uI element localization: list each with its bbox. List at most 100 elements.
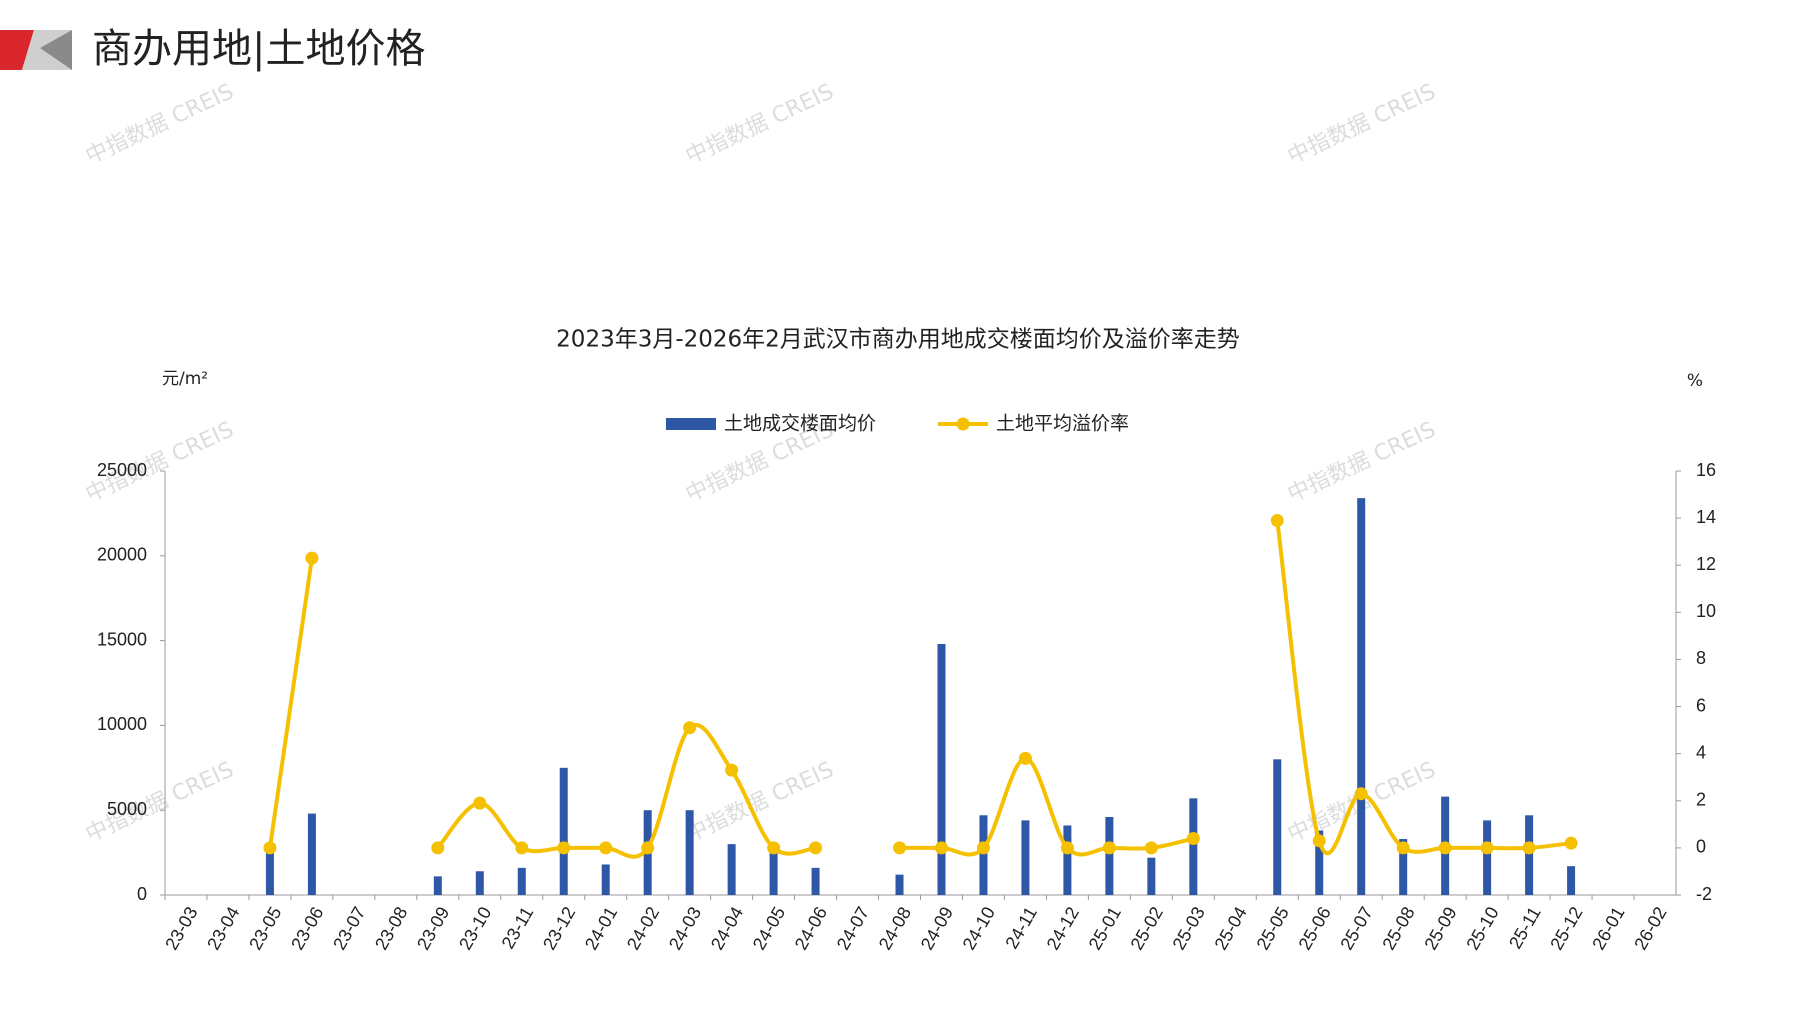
x-tick-label: 26-02: [1630, 903, 1670, 953]
bar: [769, 847, 778, 895]
x-tick-label: 25-12: [1546, 903, 1586, 953]
line-point: [1438, 841, 1452, 855]
legend-swatch: [666, 418, 716, 430]
header-mark: [40, 30, 72, 70]
bar: [475, 871, 484, 895]
bar: [1315, 830, 1324, 895]
y-tick-label: 10000: [97, 714, 147, 734]
x-tick-label: 24-04: [707, 903, 747, 953]
y-tick-label: 0: [137, 884, 147, 904]
line-point: [683, 721, 697, 735]
line-point: [1018, 751, 1032, 765]
line-point: [599, 841, 613, 855]
bar: [601, 864, 610, 895]
line-point: [1564, 836, 1578, 850]
x-tick-label: 25-10: [1462, 903, 1502, 953]
y-unit: 元/m²: [162, 369, 208, 389]
x-tick-label: 24-08: [875, 903, 915, 953]
line-point: [431, 841, 445, 855]
line: [267, 520, 1572, 859]
line-point: [1060, 841, 1074, 855]
x-tick-label: 23-03: [161, 903, 201, 953]
watermark: 中指数据 CREIS: [1284, 79, 1440, 169]
line-point: [1312, 834, 1326, 848]
x-tick-label: 25-09: [1420, 903, 1460, 953]
bar: [895, 874, 904, 895]
x-tick-label: 24-09: [917, 903, 957, 953]
bar: [811, 867, 820, 895]
x-tick-label: 23-10: [455, 903, 495, 953]
line-point: [725, 763, 739, 777]
bar: [559, 767, 568, 895]
line-point: [976, 841, 990, 855]
x-tick-label: 26-01: [1588, 903, 1628, 953]
y2-tick-label: 4: [1696, 742, 1706, 762]
watermark: 中指数据 CREIS: [1284, 417, 1440, 507]
x-tick-label: 23-04: [203, 903, 243, 953]
y2-tick-label: 14: [1696, 507, 1716, 527]
line-point: [934, 841, 948, 855]
watermark: 中指数据 CREIS: [682, 79, 838, 169]
line-point: [809, 841, 823, 855]
x-tick-label: 24-01: [581, 903, 621, 953]
bar: [1021, 820, 1030, 895]
legend-label: 土地平均溢价率: [996, 413, 1129, 435]
line-point: [1396, 841, 1410, 855]
x-tick-label: 24-10: [959, 903, 999, 953]
line-point: [473, 796, 487, 810]
line-point: [641, 841, 655, 855]
y-tick-label: 15000: [97, 629, 147, 649]
bar: [1567, 866, 1576, 895]
x-tick-label: 24-03: [665, 903, 705, 953]
x-tick-label: 25-02: [1127, 903, 1167, 953]
bar: [979, 815, 988, 895]
y2-tick-label: 12: [1696, 554, 1716, 574]
x-tick-label: 25-07: [1336, 903, 1376, 953]
x-tick-label: 25-08: [1378, 903, 1418, 953]
x-tick-label: 25-04: [1211, 903, 1251, 953]
x-tick-label: 25-11: [1505, 903, 1545, 952]
header-title: 商办用地|土地价格: [92, 26, 425, 72]
watermark: 中指数据 CREIS: [682, 757, 838, 847]
line-point: [1102, 841, 1116, 855]
line-point: [557, 841, 571, 855]
line-point: [893, 841, 907, 855]
bar: [265, 847, 274, 895]
y2-unit: %: [1687, 371, 1703, 391]
x-tick-label: 24-02: [623, 903, 663, 953]
line-point: [1144, 841, 1158, 855]
bar: [1525, 815, 1534, 895]
x-tick-label: 23-05: [245, 903, 285, 953]
y-tick-label: 20000: [97, 545, 147, 565]
x-tick-label: 24-07: [833, 903, 873, 953]
bar: [1273, 759, 1282, 895]
chart-title: 2023年3月-2026年2月武汉市商办用地成交楼面均价及溢价率走势: [556, 327, 1240, 353]
bar: [1483, 820, 1492, 895]
x-tick-label: 25-03: [1169, 903, 1209, 953]
x-tick-label: 23-12: [539, 903, 579, 953]
y2-tick-label: 2: [1696, 790, 1706, 810]
line-point: [1354, 787, 1368, 801]
y2-tick-label: -2: [1696, 884, 1712, 904]
bar: [1189, 798, 1198, 895]
bar: [937, 643, 946, 895]
line-point: [1270, 513, 1284, 527]
legend-swatch: [956, 417, 970, 431]
x-tick-label: 23-06: [287, 903, 327, 953]
bar: [1399, 839, 1408, 895]
bar: [685, 810, 694, 895]
x-tick-label: 23-07: [329, 903, 369, 953]
bar: [1105, 816, 1114, 895]
header-mark: [0, 30, 34, 70]
bar: [1147, 857, 1156, 895]
x-tick-label: 23-11: [498, 903, 538, 952]
x-tick-label: 24-11: [1001, 903, 1041, 952]
line-point: [1480, 841, 1494, 855]
x-tick-label: 23-09: [413, 903, 453, 953]
x-tick-label: 24-06: [791, 903, 831, 953]
y2-tick-label: 16: [1696, 460, 1716, 480]
bar: [1357, 498, 1366, 895]
watermark: 中指数据 CREIS: [82, 79, 238, 169]
legend-label: 土地成交楼面均价: [724, 413, 876, 435]
x-tick-label: 24-12: [1043, 903, 1083, 953]
